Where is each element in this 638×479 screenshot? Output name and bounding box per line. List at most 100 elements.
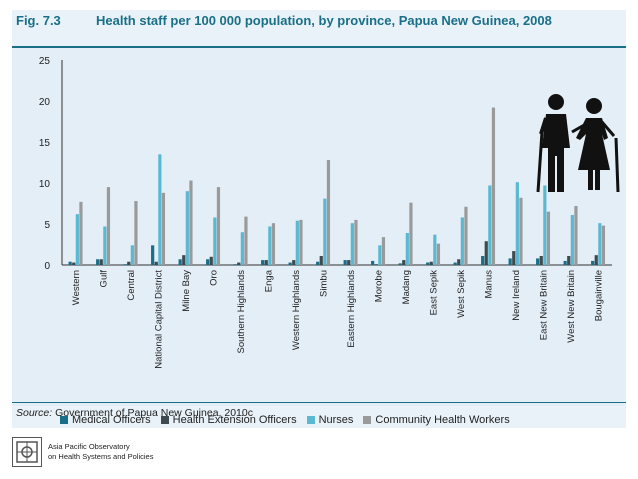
bar-nurses <box>240 232 244 265</box>
x-tick-label: Eastern Highlands <box>346 270 357 348</box>
bar-health-extension-officers <box>237 262 241 265</box>
bar-nurses <box>460 217 464 265</box>
bar-nurses <box>515 182 519 265</box>
bar-health-extension-officers <box>567 255 571 265</box>
source-prefix: Source: <box>16 407 53 419</box>
bar-nurses <box>268 226 272 265</box>
y-tick-label: 0 <box>44 261 50 272</box>
bar-medical-officers <box>536 258 540 265</box>
bar-health-extension-officers <box>209 256 213 265</box>
bar-community-health-workers <box>189 180 193 265</box>
bar-community-health-workers <box>216 187 221 265</box>
bar-medical-officers <box>508 258 512 265</box>
y-tick-label: 5 <box>44 220 50 231</box>
bar-health-extension-officers <box>72 262 76 265</box>
x-tick-label: West New Britain <box>566 270 577 343</box>
bar-nurses <box>433 234 437 265</box>
bar-community-health-workers <box>574 205 578 265</box>
bar-medical-officers <box>123 264 127 265</box>
bar-health-extension-officers <box>127 261 131 265</box>
footer-logo: Asia Pacific Observatory on Health Syste… <box>12 437 153 467</box>
bar-chart: 0 5 10 15 20 25 Western Gulf Central National Cap… <box>39 56 612 369</box>
bar-nurses <box>488 185 492 265</box>
chart-title: Health staff per 100 000 population, by … <box>96 13 552 28</box>
plot-area: 0 5 10 15 20 25 Western Gulf Central National Cap… <box>12 48 626 426</box>
legend-label: Community Health Workers <box>375 414 510 426</box>
source-divider <box>12 402 626 403</box>
y-tick-label: 10 <box>39 179 51 190</box>
bar-community-health-workers <box>354 219 358 265</box>
bar-community-health-workers <box>546 211 551 265</box>
bar-medical-officers <box>426 262 430 265</box>
x-tick-label: Oro <box>208 270 219 286</box>
y-tick-label: 25 <box>39 56 51 67</box>
bar-community-health-workers <box>326 160 331 265</box>
x-tick-label: East New Britain <box>538 270 549 340</box>
x-tick-label: Morobe <box>373 270 384 302</box>
source-note: Source: Government of Papua New Guinea, … <box>16 407 253 419</box>
bar-medical-officers <box>398 263 402 265</box>
x-tick-label: Western <box>71 270 82 305</box>
x-tick-label: Simbu <box>318 270 329 297</box>
x-tick-label: Central <box>126 270 137 301</box>
bar-health-extension-officers <box>319 255 323 265</box>
bar-health-extension-officers <box>182 255 186 265</box>
bar-health-extension-officers <box>457 259 461 265</box>
bar-medical-officers <box>453 262 457 265</box>
bar-nurses <box>405 233 409 265</box>
title-divider <box>12 46 626 48</box>
bar-medical-officers <box>371 260 375 265</box>
bar-health-extension-officers <box>374 264 378 265</box>
bar-medical-officers <box>481 255 485 265</box>
bar-medical-officers <box>316 261 320 265</box>
bar-medical-officers <box>206 259 210 265</box>
bar-community-health-workers <box>134 201 138 265</box>
bar-health-extension-officers <box>539 255 543 265</box>
bar-health-extension-officers <box>99 259 103 265</box>
x-tick-label: Milne Bay <box>181 270 192 312</box>
bar-community-health-workers <box>519 197 523 265</box>
bar-medical-officers <box>261 260 265 265</box>
bar-community-health-workers <box>244 216 248 265</box>
bar-nurses <box>75 214 79 265</box>
y-tick-label: 15 <box>39 138 51 149</box>
figure-label: Fig. 7.3 <box>16 13 61 28</box>
bar-community-health-workers <box>271 223 276 265</box>
legend-label: Medical Officers <box>72 414 151 426</box>
legend-label: Health Extension Officers <box>172 414 297 426</box>
bar-nurses <box>130 245 134 265</box>
bar-nurses <box>378 245 382 265</box>
org-name: Asia Pacific Observatory on Health Syste… <box>48 442 153 462</box>
bar-health-extension-officers <box>402 260 406 265</box>
bar-community-health-workers <box>601 225 606 265</box>
observatory-logo-icon <box>12 437 42 467</box>
bar-health-extension-officers <box>512 251 516 265</box>
bar-community-health-workers <box>106 187 111 265</box>
x-tick-label: Western Highlands <box>291 270 302 350</box>
bar-medical-officers <box>96 259 100 265</box>
bar-health-extension-officers <box>264 260 268 265</box>
bar-nurses <box>158 154 162 265</box>
bar-community-health-workers <box>161 192 166 265</box>
source-text: Government of Papua New Guinea, 2010c <box>52 407 253 419</box>
bar-nurses <box>598 223 602 265</box>
org-name-line2: on Health Systems and Policies <box>48 452 154 461</box>
x-tick-label: Manus <box>483 270 494 299</box>
bar-medical-officers <box>151 245 155 265</box>
bar-nurses <box>295 220 299 265</box>
bar-community-health-workers <box>491 107 496 265</box>
x-tick-label: New Ireland <box>511 270 522 321</box>
bar-nurses <box>103 226 107 265</box>
bar-health-extension-officers <box>429 261 433 265</box>
bar-health-extension-officers <box>292 260 296 265</box>
bar-community-health-workers <box>299 219 303 265</box>
legend-item: Medical Officers <box>60 414 151 426</box>
bar-medical-officers <box>343 260 347 265</box>
x-tick-label: Gulf <box>98 270 109 288</box>
legend-item: Health Extension Officers <box>160 414 297 426</box>
legend-swatch-community-health-workers <box>363 416 372 424</box>
x-tick-label: Bougainville <box>593 270 604 321</box>
x-tick-label: East Sepik <box>428 270 439 316</box>
org-name-line1: Asia Pacific Observatory <box>48 442 130 451</box>
bar-health-extension-officers <box>594 255 598 265</box>
